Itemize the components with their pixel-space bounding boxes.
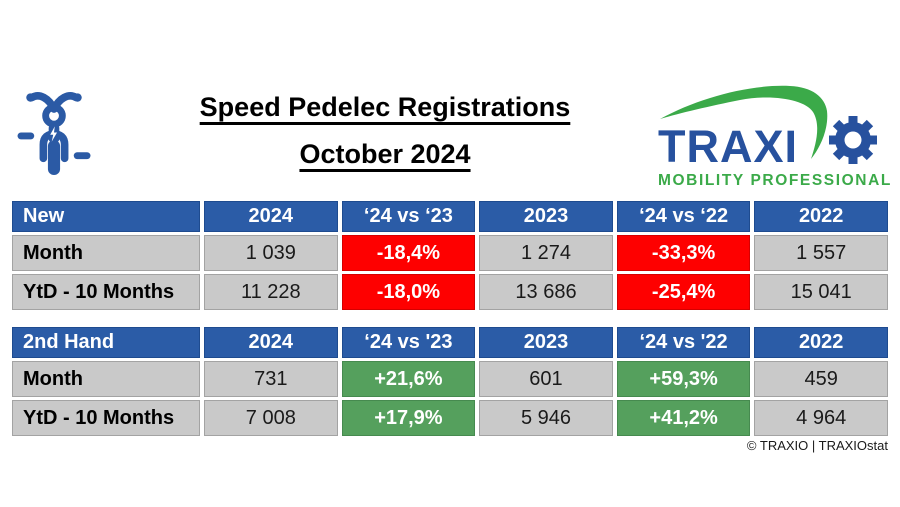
value-cell: 601 (479, 361, 613, 397)
value-cell: 5 946 (479, 400, 613, 436)
value-cell: 459 (754, 361, 888, 397)
value-cell: 4 964 (754, 400, 888, 436)
value-cell: 1 274 (479, 235, 613, 271)
logo-brand-text: TRAXI (658, 121, 798, 172)
row-label: Month (12, 235, 200, 271)
value-cell: 11 228 (204, 274, 338, 310)
column-header: ‘24 vs ‘22 (616, 201, 751, 232)
logo-swoosh (660, 85, 828, 159)
page-title: Speed Pedelec Registrations October 2024 (110, 84, 660, 178)
delta-cell: -18,0% (341, 274, 476, 310)
column-header: 2024 (204, 201, 338, 232)
row-label: Month (12, 361, 200, 397)
column-header: 2024 (204, 327, 338, 358)
column-header: 2023 (479, 201, 613, 232)
value-cell: 13 686 (479, 274, 613, 310)
speed-pedelec-icon (17, 92, 91, 176)
table-new: New 2024 ‘24 vs ‘23 2023 ‘24 vs ‘22 2022… (12, 201, 888, 310)
delta-cell: -25,4% (616, 274, 751, 310)
delta-cell: -18,4% (341, 235, 476, 271)
title-line-1: Speed Pedelec Registrations (199, 92, 571, 122)
copyright-credit: © TRAXIO | TRAXIOstat (746, 438, 888, 453)
delta-cell: +21,6% (341, 361, 476, 397)
table-2nd-hand-title: 2nd Hand (12, 327, 200, 358)
table-new-title: New (12, 201, 200, 232)
value-cell: 15 041 (754, 274, 888, 310)
value-cell: 1 039 (204, 235, 338, 271)
logo-gear-icon (829, 116, 877, 164)
title-line-2: October 2024 (299, 139, 471, 169)
delta-cell: +59,3% (616, 361, 751, 397)
value-cell: 7 008 (204, 400, 338, 436)
delta-cell: -33,3% (616, 235, 751, 271)
column-header: ‘24 vs '22 (616, 327, 751, 358)
row-label: YtD - 10 Months (12, 274, 200, 310)
logo-tagline: MOBILITY PROFESSIONALS (658, 172, 890, 189)
traxio-logo: TRAXI MOBILITY PROFESSIONALS (658, 85, 890, 189)
row-label: YtD - 10 Months (12, 400, 200, 436)
delta-cell: +41,2% (616, 400, 751, 436)
column-header: ‘24 vs ‘23 (341, 201, 476, 232)
table-2nd-hand: 2nd Hand 2024 ‘24 vs '23 2023 ‘24 vs '22… (12, 327, 888, 436)
column-header: 2022 (754, 201, 888, 232)
value-cell: 1 557 (754, 235, 888, 271)
column-header: ‘24 vs '23 (341, 327, 476, 358)
column-header: 2022 (754, 327, 888, 358)
value-cell: 731 (204, 361, 338, 397)
column-header: 2023 (479, 327, 613, 358)
delta-cell: +17,9% (341, 400, 476, 436)
